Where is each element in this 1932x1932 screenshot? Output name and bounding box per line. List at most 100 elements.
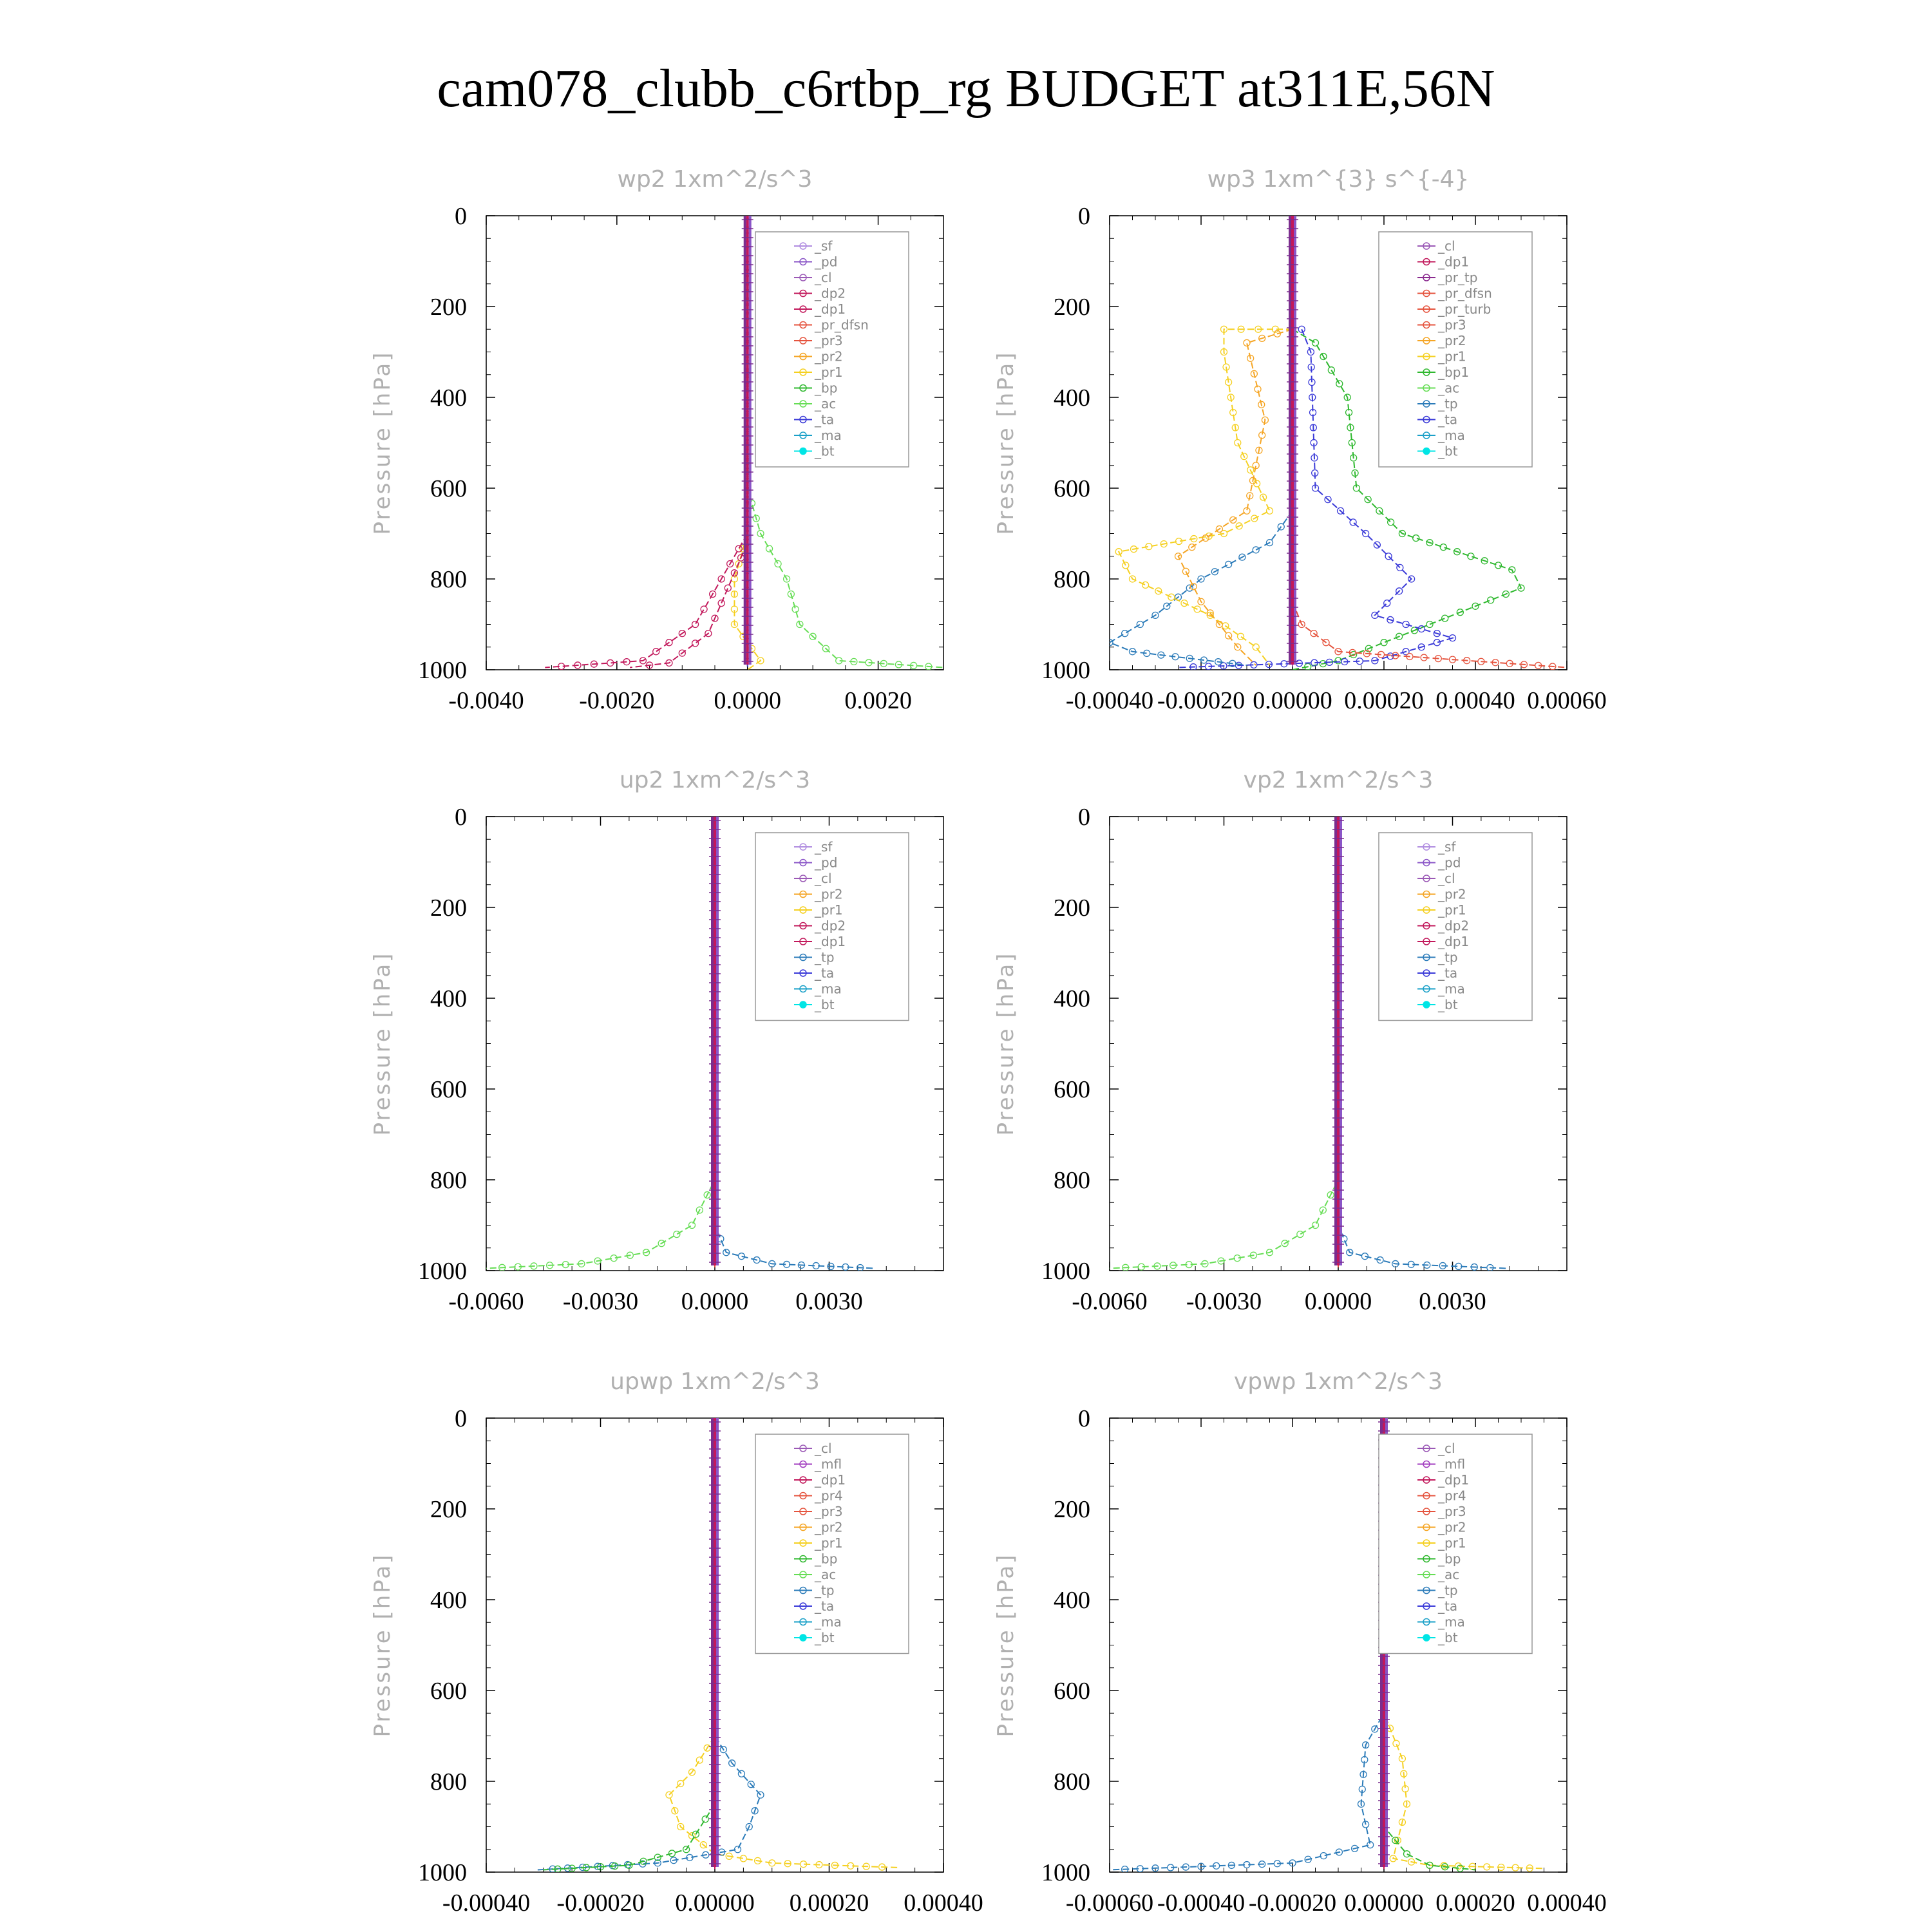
legend-marker	[1423, 1618, 1430, 1626]
legend-label: _ta	[814, 1598, 834, 1614]
series-marker	[1348, 439, 1356, 447]
series-marker	[1237, 325, 1245, 333]
series-marker	[1122, 562, 1130, 569]
series-marker	[809, 632, 817, 640]
series-marker	[925, 663, 933, 670]
series-marker	[745, 1823, 753, 1831]
series-marker	[1336, 507, 1345, 515]
series-marker	[1401, 1785, 1409, 1793]
series-group	[1110, 216, 1567, 670]
series-marker	[768, 1260, 776, 1268]
legend-entry: _pr2	[1417, 887, 1466, 902]
legend-marker	[799, 906, 807, 914]
series-marker	[1349, 518, 1357, 526]
series-marker	[1261, 416, 1269, 424]
series-marker	[1311, 469, 1319, 477]
series-marker	[1506, 659, 1513, 667]
legend-label: _tp	[814, 950, 835, 965]
series-marker	[1320, 1852, 1327, 1860]
x-tick-label: 0.0000	[1305, 1288, 1372, 1315]
panel-title: up2 1xm^2/s^3	[620, 767, 810, 793]
series-marker	[1311, 659, 1318, 667]
legend-entry: _dp1	[1417, 1472, 1469, 1488]
series-marker	[1492, 659, 1499, 667]
series-marker	[1345, 408, 1353, 417]
series-marker	[654, 1859, 661, 1867]
legend-marker	[1423, 274, 1430, 281]
series-marker	[1298, 620, 1305, 629]
series-marker	[1213, 1862, 1220, 1870]
legend-label: _ac	[1437, 1567, 1459, 1582]
legend-label: _bp	[814, 381, 837, 396]
series-marker	[1448, 634, 1457, 642]
y-tick-label: 1000	[1041, 1258, 1090, 1285]
x-tick-label: -0.0030	[563, 1288, 638, 1315]
x-tick-label: 0.00040	[904, 1889, 983, 1917]
legend-marker	[1423, 1539, 1430, 1547]
legend-entry: _ac	[1417, 1567, 1459, 1582]
series-marker	[594, 1257, 601, 1265]
legend-label: _pd	[814, 855, 837, 871]
x-tick-label: 0.00000	[1344, 1889, 1424, 1917]
series-marker	[1403, 1850, 1411, 1858]
series-marker	[1359, 1770, 1367, 1779]
legend-entry: _tp	[1417, 950, 1458, 965]
series-marker	[1311, 484, 1320, 492]
legend-label: _bp1	[1437, 365, 1469, 380]
series-marker	[678, 649, 686, 657]
series-marker	[652, 648, 660, 656]
legend-marker	[1423, 321, 1430, 329]
legend-entry: _ta	[794, 412, 834, 428]
y-tick-label: 800	[1054, 1768, 1090, 1795]
y-tick-label: 200	[430, 1496, 467, 1523]
y-tick-label: 0	[455, 804, 467, 831]
x-tick-label: 0.00020	[1435, 1889, 1515, 1917]
legend-entry: _pr_tp	[1417, 270, 1477, 285]
legend-marker	[1423, 368, 1430, 376]
legend-entry: _pr4	[1417, 1488, 1466, 1504]
x-tick-label: -0.0060	[448, 1288, 524, 1315]
legend-entry: _pr1	[794, 1535, 843, 1551]
series-marker	[1483, 1863, 1491, 1871]
series-marker	[1361, 1741, 1370, 1749]
x-tick-label: 0.00000	[1253, 687, 1332, 714]
series-line-tp	[1110, 510, 1293, 666]
legend-label: _pr4	[1437, 1488, 1466, 1504]
series-marker	[757, 657, 764, 665]
legend-label: _pr1	[814, 902, 843, 918]
zero-profile-bundle	[709, 817, 721, 1265]
series-marker	[1494, 562, 1502, 569]
legend-entry: _ma	[794, 428, 842, 443]
legend-entry: _pr3	[1417, 317, 1466, 333]
series-marker	[1174, 553, 1182, 560]
legend-label: _bt	[1437, 444, 1458, 459]
legend-entry: _tp	[794, 950, 835, 965]
y-tick-label: 600	[430, 1678, 467, 1705]
series-marker	[822, 645, 830, 652]
series-marker	[1463, 657, 1471, 665]
series-marker	[692, 1830, 700, 1838]
figure-title: cam078_clubb_c6rtbp_rg BUDGET at311E,56N	[437, 59, 1495, 118]
series-marker	[701, 1815, 709, 1823]
legend-label: _bt	[1437, 997, 1458, 1012]
legend-entry: _ta	[1417, 965, 1457, 981]
series-marker	[1311, 454, 1318, 462]
series-marker	[752, 515, 760, 522]
series-marker	[1255, 325, 1262, 333]
series-marker	[1271, 325, 1280, 333]
series-marker	[1227, 1861, 1235, 1870]
series-marker	[578, 1260, 585, 1268]
series-marker	[1423, 1261, 1431, 1269]
legend-entry: _cl	[1417, 238, 1455, 254]
legend-label: _pr2	[1437, 1520, 1466, 1535]
legend-entry: _pr3	[1417, 1504, 1466, 1519]
legend-label: _pr4	[814, 1488, 843, 1504]
series-marker	[757, 529, 764, 538]
series-marker	[1497, 1863, 1505, 1871]
legend-label: _ma	[814, 981, 842, 997]
legend-marker	[1423, 258, 1430, 266]
legend-marker	[799, 1476, 807, 1484]
series-marker	[686, 1853, 694, 1862]
series-marker	[1441, 614, 1449, 622]
legend-label: _sf	[814, 839, 833, 855]
